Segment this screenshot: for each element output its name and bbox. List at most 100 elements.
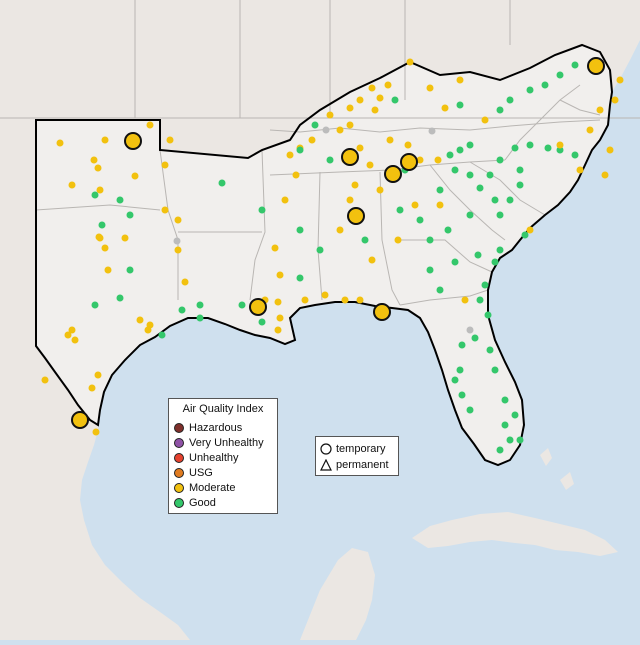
sensor-marker[interactable] [416, 216, 424, 224]
sensor-marker[interactable] [95, 233, 103, 241]
temporary-monitor-marker[interactable] [373, 303, 391, 321]
sensor-marker[interactable] [496, 211, 504, 219]
sensor-marker[interactable] [451, 166, 459, 174]
sensor-marker[interactable] [258, 318, 266, 326]
sensor-marker[interactable] [411, 201, 419, 209]
sensor-marker[interactable] [474, 251, 482, 259]
sensor-marker[interactable] [496, 156, 504, 164]
sensor-marker[interactable] [571, 61, 579, 69]
sensor-marker[interactable] [311, 121, 319, 129]
sensor-marker[interactable] [476, 296, 484, 304]
temporary-monitor-marker[interactable] [71, 411, 89, 429]
sensor-marker[interactable] [456, 366, 464, 374]
temporary-monitor-marker[interactable] [384, 165, 402, 183]
sensor-marker[interactable] [91, 301, 99, 309]
sensor-marker[interactable] [286, 151, 294, 159]
sensor-marker[interactable] [556, 141, 564, 149]
sensor-marker[interactable] [321, 291, 329, 299]
sensor-marker[interactable] [368, 84, 376, 92]
sensor-marker[interactable] [501, 421, 509, 429]
sensor-marker[interactable] [458, 341, 466, 349]
sensor-marker[interactable] [404, 141, 412, 149]
sensor-marker[interactable] [356, 144, 364, 152]
sensor-marker[interactable] [90, 156, 98, 164]
sensor-marker[interactable] [416, 156, 424, 164]
temporary-monitor-marker[interactable] [400, 153, 418, 171]
sensor-marker[interactable] [356, 96, 364, 104]
temporary-monitor-marker[interactable] [249, 298, 267, 316]
sensor-marker[interactable] [376, 94, 384, 102]
sensor-marker[interactable] [196, 314, 204, 322]
sensor-marker[interactable] [446, 151, 454, 159]
sensor-marker[interactable] [56, 139, 64, 147]
sensor-marker[interactable] [506, 96, 514, 104]
sensor-marker[interactable] [481, 281, 489, 289]
sensor-marker[interactable] [481, 116, 489, 124]
sensor-marker[interactable] [274, 298, 282, 306]
sensor-marker[interactable] [116, 196, 124, 204]
sensor-marker[interactable] [116, 294, 124, 302]
sensor-marker[interactable] [166, 136, 174, 144]
sensor-marker[interactable] [451, 376, 459, 384]
temporary-monitor-marker[interactable] [587, 57, 605, 75]
sensor-marker[interactable] [496, 246, 504, 254]
sensor-marker[interactable] [158, 331, 166, 339]
sensor-marker[interactable] [346, 121, 354, 129]
sensor-marker[interactable] [181, 278, 189, 286]
sensor-marker[interactable] [368, 256, 376, 264]
sensor-marker[interactable] [174, 246, 182, 254]
sensor-marker[interactable] [274, 326, 282, 334]
sensor-marker[interactable] [346, 196, 354, 204]
temporary-monitor-marker[interactable] [341, 148, 359, 166]
sensor-marker[interactable] [281, 196, 289, 204]
sensor-marker[interactable] [384, 81, 392, 89]
sensor-marker[interactable] [526, 141, 534, 149]
temporary-monitor-marker[interactable] [347, 207, 365, 225]
sensor-marker[interactable] [173, 237, 181, 245]
sensor-marker[interactable] [516, 436, 524, 444]
sensor-marker[interactable] [144, 326, 152, 334]
sensor-marker[interactable] [218, 179, 226, 187]
sensor-marker[interactable] [361, 236, 369, 244]
sensor-marker[interactable] [126, 211, 134, 219]
sensor-marker[interactable] [96, 186, 104, 194]
temporary-monitor-marker[interactable] [124, 132, 142, 150]
sensor-marker[interactable] [131, 172, 139, 180]
sensor-marker[interactable] [136, 316, 144, 324]
sensor-marker[interactable] [466, 326, 474, 334]
sensor-marker[interactable] [92, 428, 100, 436]
sensor-marker[interactable] [466, 141, 474, 149]
sensor-marker[interactable] [526, 226, 534, 234]
sensor-marker[interactable] [601, 171, 609, 179]
sensor-marker[interactable] [451, 258, 459, 266]
sensor-marker[interactable] [491, 196, 499, 204]
sensor-marker[interactable] [94, 164, 102, 172]
sensor-marker[interactable] [606, 146, 614, 154]
sensor-marker[interactable] [456, 76, 464, 84]
sensor-marker[interactable] [161, 161, 169, 169]
sensor-marker[interactable] [71, 336, 79, 344]
sensor-marker[interactable] [576, 166, 584, 174]
sensor-marker[interactable] [541, 81, 549, 89]
sensor-marker[interactable] [436, 286, 444, 294]
sensor-marker[interactable] [456, 146, 464, 154]
sensor-marker[interactable] [611, 96, 619, 104]
sensor-marker[interactable] [64, 331, 72, 339]
sensor-marker[interactable] [511, 411, 519, 419]
sensor-marker[interactable] [506, 196, 514, 204]
sensor-marker[interactable] [161, 206, 169, 214]
sensor-marker[interactable] [394, 236, 402, 244]
sensor-marker[interactable] [466, 171, 474, 179]
sensor-marker[interactable] [511, 144, 519, 152]
sensor-marker[interactable] [276, 271, 284, 279]
sensor-marker[interactable] [104, 266, 112, 274]
sensor-marker[interactable] [471, 334, 479, 342]
sensor-marker[interactable] [336, 126, 344, 134]
sensor-marker[interactable] [491, 366, 499, 374]
sensor-marker[interactable] [521, 231, 529, 239]
sensor-marker[interactable] [616, 76, 624, 84]
sensor-marker[interactable] [428, 127, 436, 135]
sensor-marker[interactable] [376, 186, 384, 194]
sensor-marker[interactable] [426, 236, 434, 244]
